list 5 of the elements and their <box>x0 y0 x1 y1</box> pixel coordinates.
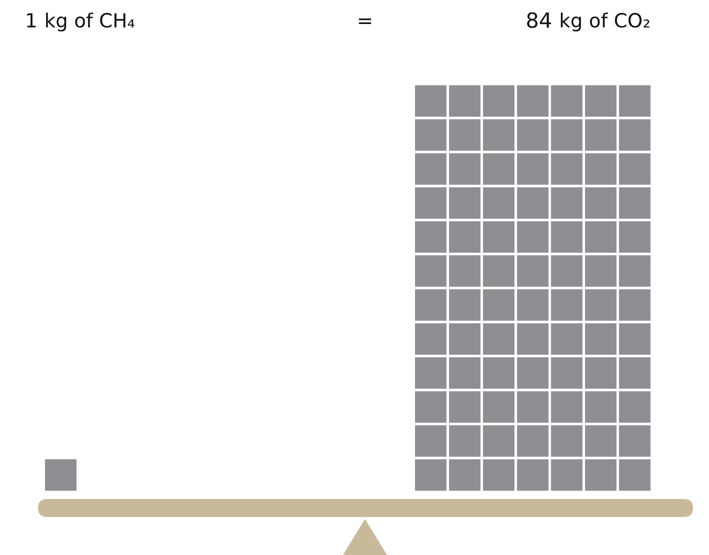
text: = <box>358 18 372 24</box>
category-label: kg of CH₄ <box>46 12 134 32</box>
category-label: kg of CO₂ <box>560 12 650 32</box>
data-label: 84 <box>527 12 551 28</box>
data-label: 1 <box>27 13 36 28</box>
